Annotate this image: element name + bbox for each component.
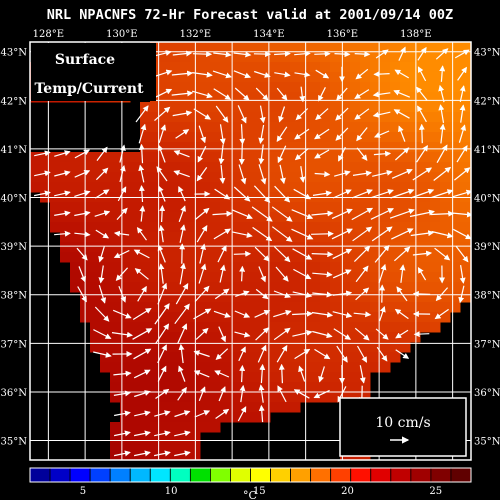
colorbar-swatch xyxy=(49,467,71,483)
colorbar-swatch xyxy=(290,467,312,483)
longitude-label: 128°E xyxy=(33,29,64,40)
latitude-label-right: 40°N xyxy=(474,194,500,205)
map-title: NRL NPACNFS 72-Hr Forecast valid at 2001… xyxy=(47,7,453,23)
colorbar-swatch xyxy=(270,467,291,483)
colorbar-swatch xyxy=(149,467,171,483)
colorbar-swatch xyxy=(89,467,111,483)
current-vectors xyxy=(33,46,471,457)
latitude-label-left: 35°N xyxy=(1,437,28,448)
longitude-label: 132°E xyxy=(180,29,211,40)
colorbar-swatch xyxy=(330,467,352,483)
colorbar-swatch xyxy=(310,467,332,483)
colorbar-tick-label: 20 xyxy=(341,486,354,497)
colorbar-swatch xyxy=(430,467,452,483)
latitude-label-right: 38°N xyxy=(474,291,500,302)
overlay-label-line1: Surface xyxy=(55,52,115,68)
scale-arrow-label: 10 cm/s xyxy=(375,415,430,431)
graticule xyxy=(30,42,471,460)
latitude-labels-left: 43°N 42°N 41°N 40°N 39°N 38°N 37°N 36°N 35°N xyxy=(1,48,28,448)
colorbar-tick-label: 25 xyxy=(429,486,442,497)
scale-arrow-box xyxy=(339,397,467,457)
colorbar-swatch xyxy=(250,467,271,483)
longitude-label: 134°E xyxy=(253,29,284,40)
colorbar-tick-label: 5 xyxy=(80,486,86,497)
latitude-label-right: 43°N xyxy=(474,48,500,59)
latitude-labels-right: 43°N 42°N 41°N 40°N 39°N 38°N 37°N 36°N 35°N xyxy=(474,48,500,448)
colorbar-swatch xyxy=(370,467,392,483)
colorbar-swatch xyxy=(109,467,131,483)
colorbar-tick-label: 15 xyxy=(253,486,266,497)
latitude-label-left: 41°N xyxy=(1,145,28,156)
colorbar-unit: °C xyxy=(243,489,257,500)
colorbar-swatch xyxy=(169,467,191,483)
latitude-label-left: 38°N xyxy=(1,291,28,302)
latitude-label-left: 42°N xyxy=(1,96,28,107)
colorbar xyxy=(29,467,472,483)
latitude-label-right: 39°N xyxy=(474,242,500,253)
colorbar-swatch xyxy=(69,467,91,483)
plot-frame xyxy=(29,41,472,461)
longitude-label: 130°E xyxy=(106,29,137,40)
latitude-label-right: 35°N xyxy=(474,437,500,448)
latitude-label-left: 40°N xyxy=(1,194,28,205)
latitude-label-right: 41°N xyxy=(474,145,500,156)
overlay-label-line2: Temp/Current xyxy=(34,81,144,97)
colorbar-swatch xyxy=(230,467,251,483)
colorbar-swatch xyxy=(350,467,372,483)
colorbar-swatch xyxy=(129,467,151,483)
longitude-label: 138°E xyxy=(400,29,431,40)
latitude-label-right: 42°N xyxy=(474,96,500,107)
longitude-labels: 128°E 130°E 132°E 134°E 136°E 138°E xyxy=(33,29,432,40)
colorbar-swatch xyxy=(450,467,472,483)
longitude-label: 136°E xyxy=(327,29,358,40)
latitude-label-right: 36°N xyxy=(474,388,500,399)
colorbar-swatch xyxy=(390,467,412,483)
colorbar-swatch xyxy=(189,467,211,483)
latitude-label-right: 37°N xyxy=(474,339,500,350)
latitude-label-left: 37°N xyxy=(1,339,28,350)
colorbar-swatch xyxy=(210,467,231,483)
label-box xyxy=(31,43,156,101)
latitude-label-left: 36°N xyxy=(1,388,28,399)
colorbar-swatch xyxy=(29,467,51,483)
latitude-label-left: 39°N xyxy=(1,242,28,253)
colorbar-swatch xyxy=(410,467,432,483)
colorbar-tick-labels: 5 10 15 20 25 xyxy=(80,486,442,497)
colorbar-tick-label: 10 xyxy=(165,486,178,497)
latitude-label-left: 43°N xyxy=(1,48,28,59)
